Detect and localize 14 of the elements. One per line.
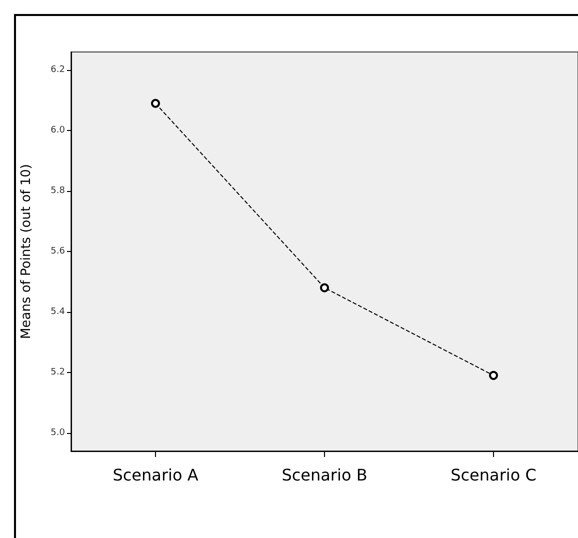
y-tick-label: 5.4 [50, 306, 66, 317]
x-tick-label: Scenario C [450, 466, 536, 484]
y-tick-label: 5.2 [50, 367, 65, 378]
y-tick-label: 6.2 [50, 65, 65, 76]
y-axis-title: Means of Points (out of 10) [19, 164, 34, 339]
y-tick-label: 5.8 [50, 186, 66, 196]
point [320, 283, 329, 292]
point [489, 370, 498, 380]
y-tick-label: 6.0 [50, 126, 66, 136]
x-tick-label: Scenario B [282, 466, 368, 484]
y-tick-label: 5.0 [50, 428, 66, 438]
x-tick-label: Scenario A [112, 466, 198, 484]
point [151, 98, 160, 108]
y-tick-label: 5.6 [50, 246, 66, 256]
